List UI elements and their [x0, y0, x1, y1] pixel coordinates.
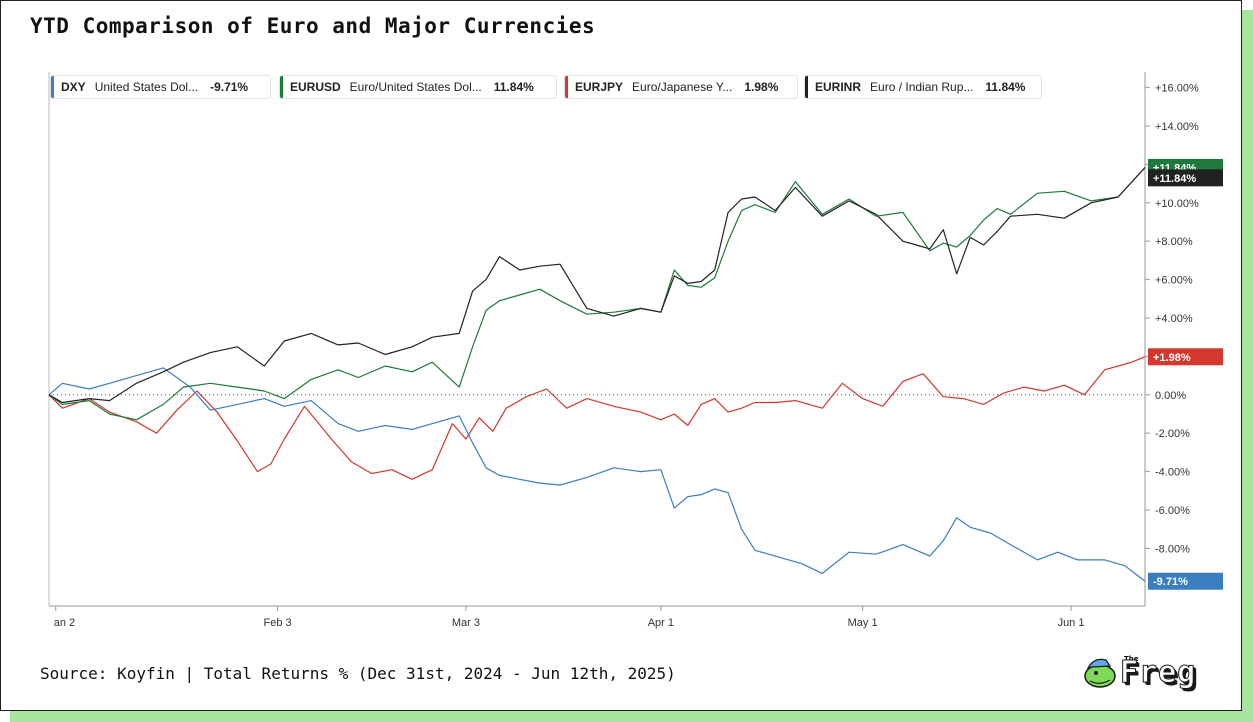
legend-item-eurusd[interactable]: EURUSD Euro/United States Dol... 11.84% — [279, 75, 557, 99]
y-tick-label: +10.00% — [1155, 198, 1199, 210]
page-title: YTD Comparison of Euro and Major Currenc… — [30, 14, 596, 38]
chart-area: +16.00%+14.00%+12.00%+10.00%+8.00%+6.00%… — [48, 72, 1223, 629]
legend-ticker: EURUSD — [290, 80, 341, 94]
legend-value: 11.84% — [493, 80, 534, 94]
legend-swatch — [805, 76, 808, 98]
legend-swatch — [565, 76, 568, 98]
series-line-eurinr — [48, 167, 1146, 404]
legend-swatch — [51, 76, 54, 98]
y-tick-label: +4.00% — [1155, 313, 1193, 325]
x-tick-label: an 2 — [54, 617, 75, 629]
x-tick-label: Mar 3 — [452, 617, 480, 629]
y-tick-label: +16.00% — [1155, 83, 1199, 95]
y-tick-label: -4.00% — [1155, 467, 1190, 479]
legend-ticker: DXY — [61, 80, 86, 94]
legend-swatch — [280, 76, 283, 98]
legend-name: United States Dol... — [94, 80, 199, 94]
series-line-dxy — [48, 367, 1146, 582]
y-tick-label: -2.00% — [1155, 428, 1190, 440]
end-label-eurjpy — [1148, 348, 1223, 366]
y-tick-label: 0.00% — [1155, 390, 1186, 402]
y-tick-label: +6.00% — [1155, 275, 1193, 287]
end-label-text-eurinr: +11.84% — [1153, 173, 1196, 185]
end-label-text-eurjpy: +1.98% — [1153, 352, 1191, 364]
legend-value: -9.71% — [210, 80, 249, 94]
legend-value: 11.84% — [985, 80, 1026, 94]
y-tick-label: +14.00% — [1155, 121, 1199, 133]
logo-brand-text: Freg — [1119, 655, 1197, 690]
y-tick-label: +8.00% — [1155, 236, 1193, 248]
series-line-eurjpy — [48, 356, 1146, 480]
y-tick-label: -8.00% — [1155, 543, 1190, 555]
legend-item-dxy[interactable]: DXY United States Dol... -9.71% — [50, 75, 271, 99]
legend-name: Euro/United States Dol... — [349, 80, 482, 94]
legend-ticker: EURJPY — [575, 80, 624, 94]
legend-name: Euro/Japanese Y... — [632, 80, 733, 94]
x-tick-label: May 1 — [848, 617, 878, 629]
legend-name: Euro / Indian Rup... — [870, 80, 974, 94]
end-label-dxy — [1148, 572, 1223, 590]
x-tick-label: Jun 1 — [1058, 617, 1085, 629]
source-note: Source: Koyfin | Total Returns % (Dec 31… — [40, 664, 676, 683]
card-frame — [0, 0, 1242, 711]
x-tick-label: Apr 1 — [648, 617, 674, 629]
legend-value: 1.98% — [744, 80, 779, 94]
freg-logo-icon — [1084, 658, 1116, 688]
series-line-eurusd — [48, 167, 1146, 421]
end-label-text-dxy: -9.71% — [1153, 576, 1188, 588]
y-tick-label: -6.00% — [1155, 505, 1190, 517]
legend-item-eurinr[interactable]: EURINR Euro / Indian Rup... 11.84% — [804, 75, 1042, 99]
legend-item-eurjpy[interactable]: EURJPY Euro/Japanese Y... 1.98% — [564, 75, 798, 99]
logo-small-text: The — [1124, 655, 1139, 663]
end-label-eurinr — [1148, 169, 1223, 187]
x-tick-label: Feb 3 — [264, 617, 292, 629]
legend-ticker: EURINR — [815, 80, 862, 94]
